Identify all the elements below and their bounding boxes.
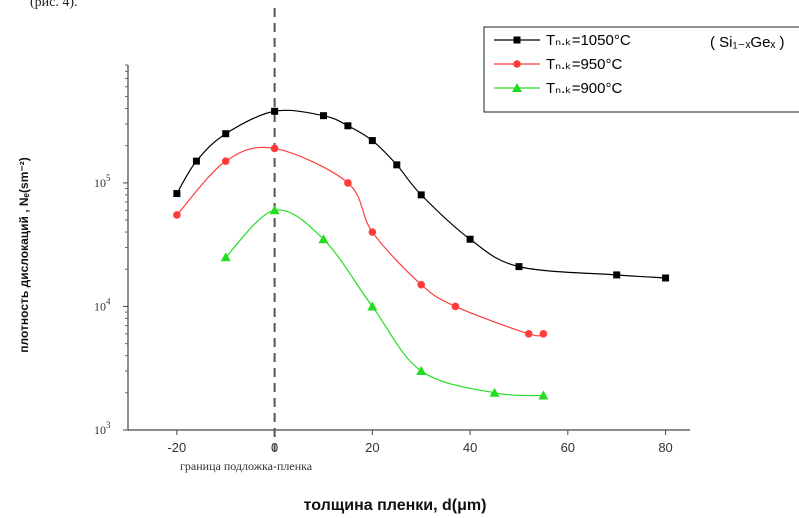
data-point-triangle — [269, 205, 280, 215]
legend-label: Tₙ.ₖ=1050°C — [546, 32, 631, 49]
header-fragment: (рис. 4). — [30, 0, 78, 10]
data-point-square — [344, 122, 352, 130]
y-tick-exponent: 4 — [106, 296, 111, 306]
data-point-square — [271, 107, 279, 115]
legend: ( Si₁₋ₓGeₓ ) Tₙ.ₖ=1050°C Tₙ.ₖ=950°C Tₙ.ₖ=9… — [483, 26, 799, 113]
data-point-triangle — [538, 390, 549, 400]
y-tick-exponent: 3 — [106, 420, 111, 430]
x-tick-label: 60 — [561, 440, 575, 455]
data-point-circle — [270, 144, 279, 153]
x-tick-label: -20 — [167, 440, 186, 455]
y-tick-label: 105 — [94, 173, 111, 190]
data-point-square — [662, 274, 670, 282]
data-point-square — [173, 190, 181, 198]
data-point-circle — [221, 157, 230, 165]
data-point-square — [515, 263, 523, 271]
data-point-square — [466, 235, 474, 243]
y-tick-label: 103 — [94, 420, 111, 437]
data-point-square — [613, 271, 621, 279]
x-tick-label: 80 — [658, 440, 672, 455]
data-point-circle — [451, 302, 460, 311]
data-point-square — [368, 137, 376, 145]
legend-swatch-marker — [512, 83, 522, 92]
y-tick-base: 10 — [94, 299, 106, 313]
boundary-annotation: граница подложка-пленка — [180, 459, 313, 473]
data-point-triangle — [220, 252, 231, 262]
data-point-square — [417, 191, 425, 199]
data-point-triangle — [318, 234, 329, 244]
legend-swatch-marker — [513, 60, 521, 68]
data-point-triangle — [416, 366, 427, 376]
y-tick-base: 10 — [94, 423, 106, 437]
x-ticks: -20020406080 — [167, 430, 673, 455]
data-point-circle — [173, 211, 181, 219]
data-point-triangle — [367, 301, 378, 311]
y-axis-title: плотность дислокаций , Nₑ(sm⁻²) — [17, 157, 31, 352]
data-point-square — [222, 130, 230, 138]
data-point-circle — [368, 228, 377, 236]
legend-label: Tₙ.ₖ=950°C — [546, 56, 622, 73]
y-tick-base: 10 — [94, 176, 106, 190]
data-point-circle — [417, 280, 426, 289]
x-axis-title: толщина пленки, d(μm) — [304, 497, 487, 514]
x-tick-label: 20 — [365, 440, 379, 455]
axes — [127, 65, 690, 431]
data-point-circle — [344, 179, 352, 187]
data-point-square — [192, 157, 200, 165]
series-line-1 — [176, 146, 544, 337]
series-line-2 — [225, 209, 544, 397]
legend-box — [483, 26, 799, 113]
y-tick-label: 104 — [94, 296, 111, 313]
data-point-circle — [539, 330, 548, 338]
series-markers — [173, 107, 670, 400]
legend-note: ( Si₁₋ₓGeₓ ) — [710, 34, 785, 51]
data-point-triangle — [489, 387, 500, 397]
data-point-square — [319, 112, 327, 120]
data-point-square — [393, 161, 401, 169]
legend-label: Tₙ.ₖ=900°C — [546, 80, 622, 97]
legend-swatch-marker — [513, 36, 521, 44]
data-point-circle — [524, 330, 533, 338]
series-lines — [176, 109, 666, 397]
x-tick-label: 40 — [463, 440, 477, 455]
y-tick-exponent: 5 — [106, 173, 111, 183]
